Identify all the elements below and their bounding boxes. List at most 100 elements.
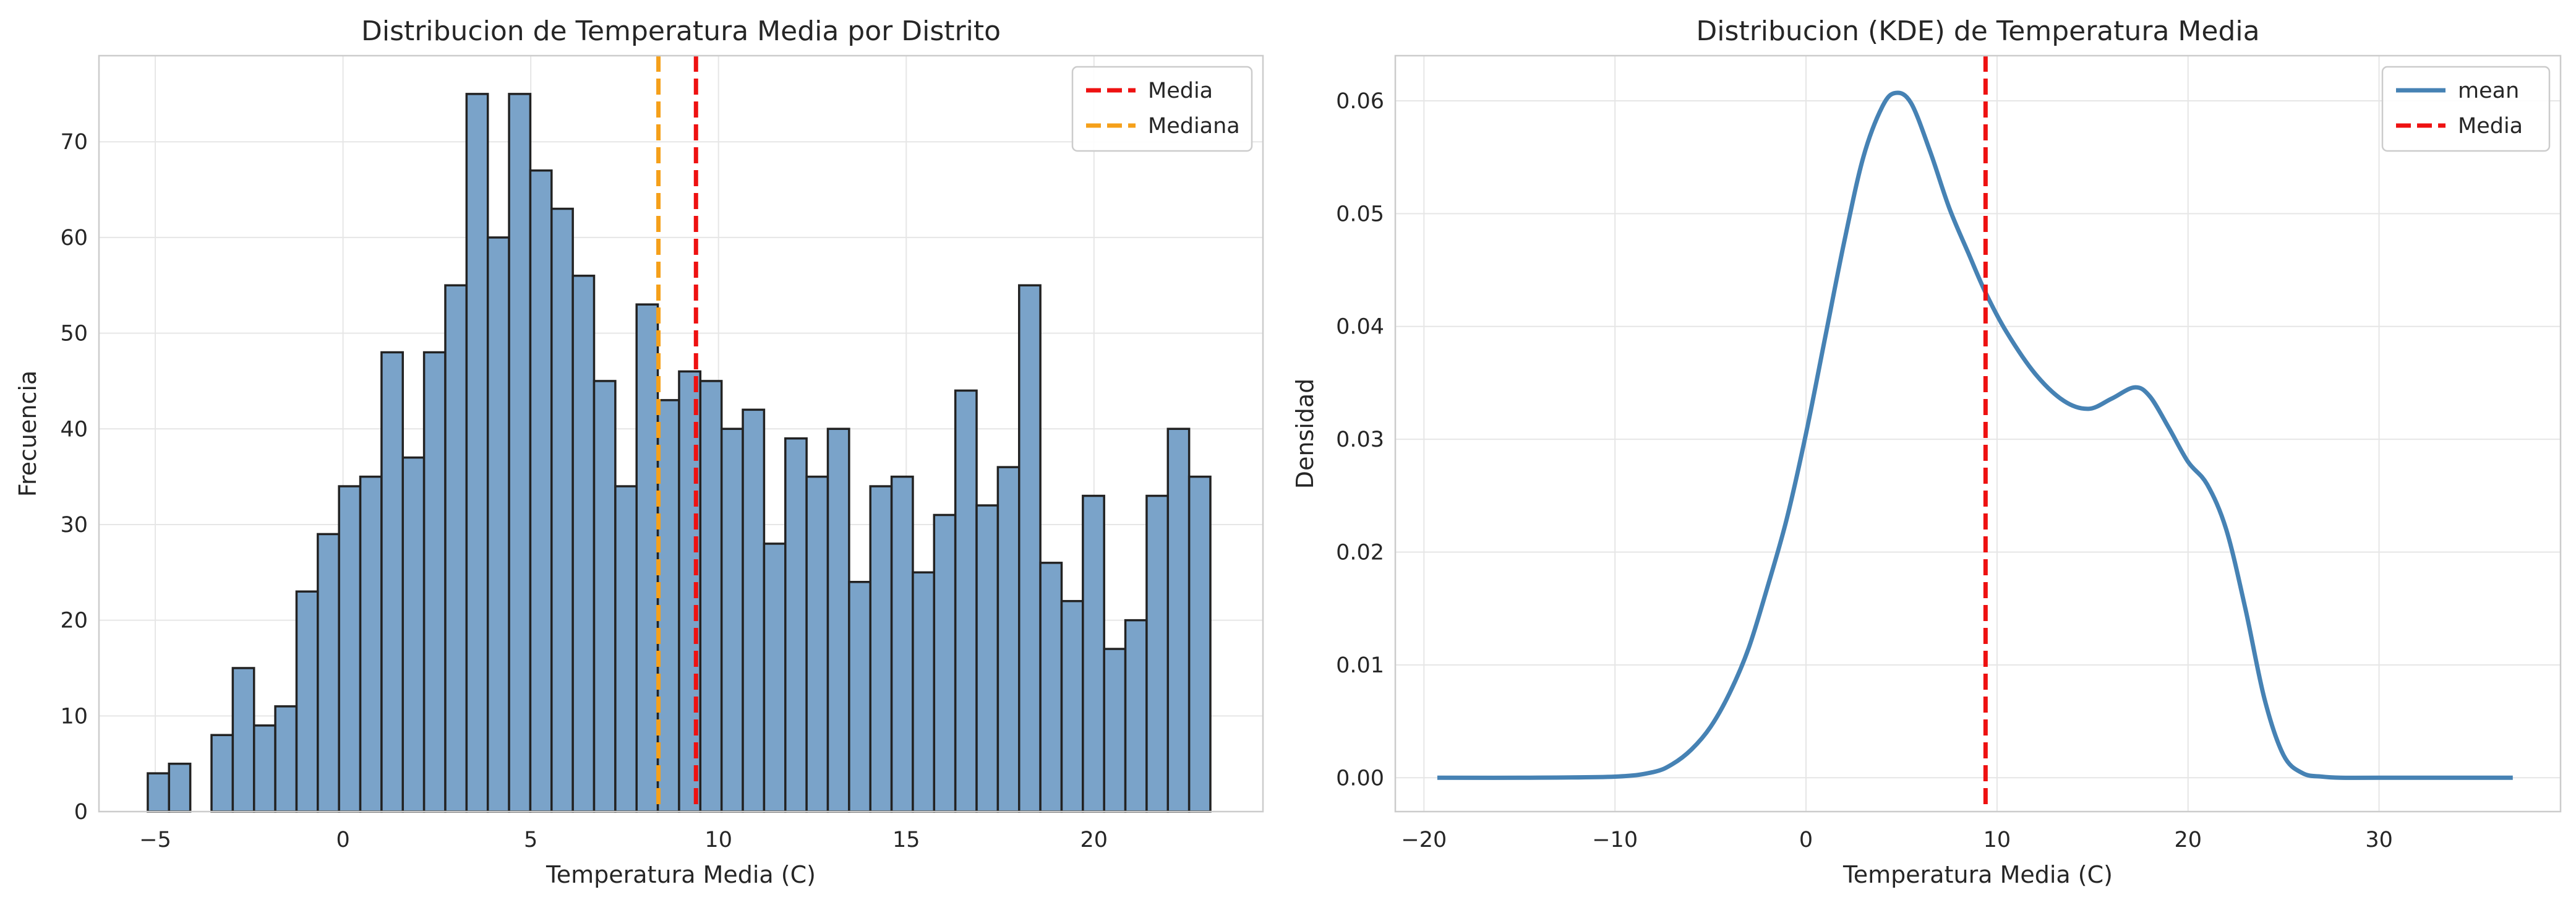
y-tick-label: 60 bbox=[60, 226, 88, 251]
histogram-bar bbox=[1187, 475, 1212, 813]
histogram-bar bbox=[890, 475, 914, 813]
x-tick-label: 10 bbox=[1983, 828, 2011, 852]
legend-box bbox=[1071, 66, 1253, 152]
histogram-bar bbox=[1166, 427, 1191, 813]
series-lines bbox=[1437, 90, 2513, 780]
x-axis-label: Temperatura Media (C) bbox=[546, 861, 816, 888]
x-tick-label: −10 bbox=[1592, 828, 1638, 852]
histogram-bar bbox=[147, 772, 171, 813]
histogram-bar bbox=[1039, 562, 1063, 813]
x-tick-label: 30 bbox=[2365, 828, 2393, 852]
histogram-bar bbox=[529, 169, 553, 813]
kde-chart: Distribucion (KDE) de Temperatura Media … bbox=[1291, 15, 2562, 888]
histogram-bar bbox=[295, 590, 319, 813]
legend: mean Media bbox=[2381, 66, 2551, 152]
legend-label: Media bbox=[1148, 79, 1213, 103]
y-tick-label: 0.03 bbox=[1336, 427, 1384, 452]
y-ticks: 0 10 20 30 40 50 60 70 bbox=[60, 130, 88, 825]
histogram-bar bbox=[571, 275, 596, 813]
x-tick-label: 20 bbox=[1080, 828, 1108, 852]
y-axis-label: Densidad bbox=[1291, 379, 1319, 489]
x-tick-label: −5 bbox=[139, 828, 171, 852]
x-tick-label: 10 bbox=[704, 828, 732, 852]
y-tick-label: 10 bbox=[60, 704, 88, 729]
bars bbox=[147, 93, 1212, 813]
legend-label: Media bbox=[2458, 114, 2523, 139]
histogram-bar bbox=[699, 380, 723, 813]
histogram-bar bbox=[422, 351, 447, 813]
histogram-bar bbox=[826, 427, 850, 813]
y-tick-label: 40 bbox=[60, 417, 88, 442]
histogram-chart: Distribucion de Temperatura Media por Di… bbox=[14, 15, 1264, 888]
histogram-bar bbox=[848, 581, 871, 813]
histogram-bar bbox=[550, 207, 574, 813]
y-tick-label: 0.06 bbox=[1336, 89, 1384, 114]
chart-title: Distribucion de Temperatura Media por Di… bbox=[361, 15, 1001, 47]
histogram-bar bbox=[1082, 494, 1105, 813]
histogram-bar bbox=[231, 667, 255, 813]
histogram-bar bbox=[465, 93, 489, 813]
legend: Media Mediana bbox=[1071, 66, 1253, 152]
histogram-bar bbox=[996, 466, 1021, 813]
kde-line-mean bbox=[1437, 90, 2513, 780]
y-tick-label: 20 bbox=[60, 609, 88, 633]
y-axis-label: Frecuencia bbox=[14, 371, 41, 497]
histogram-bar bbox=[1060, 599, 1084, 813]
histogram-bar bbox=[614, 485, 638, 813]
histogram-bar bbox=[869, 485, 893, 813]
y-tick-label: 50 bbox=[60, 322, 88, 346]
histogram-bar bbox=[912, 571, 936, 813]
histogram-bar bbox=[593, 380, 617, 813]
histogram-bar bbox=[380, 351, 404, 813]
x-tick-label: 20 bbox=[2174, 828, 2202, 852]
legend-box bbox=[2381, 66, 2551, 152]
histogram-bar bbox=[805, 475, 829, 813]
y-tick-label: 0 bbox=[74, 800, 88, 825]
histogram-bar bbox=[635, 303, 659, 813]
x-tick-label: 15 bbox=[892, 828, 920, 852]
histogram-bar bbox=[401, 456, 426, 813]
histogram-bar bbox=[742, 408, 766, 813]
reference-lines bbox=[656, 56, 698, 812]
histogram-bar bbox=[252, 724, 276, 813]
legend-label: mean bbox=[2458, 79, 2519, 103]
x-tick-label: 0 bbox=[1799, 828, 1813, 852]
histogram-bar bbox=[1124, 619, 1148, 813]
y-tick-label: 0.02 bbox=[1336, 541, 1384, 565]
histogram-bar bbox=[1018, 284, 1042, 813]
x-tick-label: 0 bbox=[336, 828, 349, 852]
chart-title: Distribucion (KDE) de Temperatura Media bbox=[1696, 15, 2259, 47]
histogram-bar bbox=[1145, 494, 1170, 813]
grid bbox=[99, 56, 1263, 812]
histogram-bar bbox=[168, 762, 192, 813]
histogram-bar bbox=[933, 513, 957, 813]
y-tick-label: 0.05 bbox=[1336, 202, 1384, 226]
y-ticks: 0.00 0.01 0.02 0.03 0.04 0.05 0.06 bbox=[1336, 89, 1384, 791]
y-tick-label: 30 bbox=[60, 513, 88, 538]
histogram-bar bbox=[210, 734, 234, 813]
y-tick-label: 0.04 bbox=[1336, 315, 1384, 340]
y-tick-label: 70 bbox=[60, 130, 88, 155]
plot-frame bbox=[1394, 54, 2562, 813]
x-tick-label: 5 bbox=[524, 828, 537, 852]
x-ticks: −20 −10 0 10 20 30 bbox=[1401, 828, 2392, 852]
histogram-bar bbox=[784, 437, 808, 813]
histogram-bar bbox=[720, 427, 744, 813]
histogram-bar bbox=[656, 399, 680, 813]
x-axis-label: Temperatura Media (C) bbox=[1842, 861, 2113, 888]
histogram-bar bbox=[954, 389, 978, 813]
y-tick-label: 0.01 bbox=[1336, 653, 1384, 678]
histogram-bar bbox=[444, 284, 468, 813]
histogram-bar bbox=[763, 543, 787, 813]
histogram-bar bbox=[486, 236, 510, 813]
x-tick-label: −20 bbox=[1401, 828, 1447, 852]
histogram-bar bbox=[359, 475, 383, 813]
plot-frame bbox=[98, 54, 1264, 813]
histogram-bar bbox=[317, 533, 340, 813]
y-tick-label: 0.00 bbox=[1336, 766, 1384, 791]
histogram-bar bbox=[274, 705, 298, 813]
legend-label: Mediana bbox=[1148, 114, 1240, 139]
histogram-bar bbox=[975, 504, 999, 813]
histogram-bar bbox=[1103, 648, 1127, 813]
histogram-bar bbox=[508, 93, 532, 813]
